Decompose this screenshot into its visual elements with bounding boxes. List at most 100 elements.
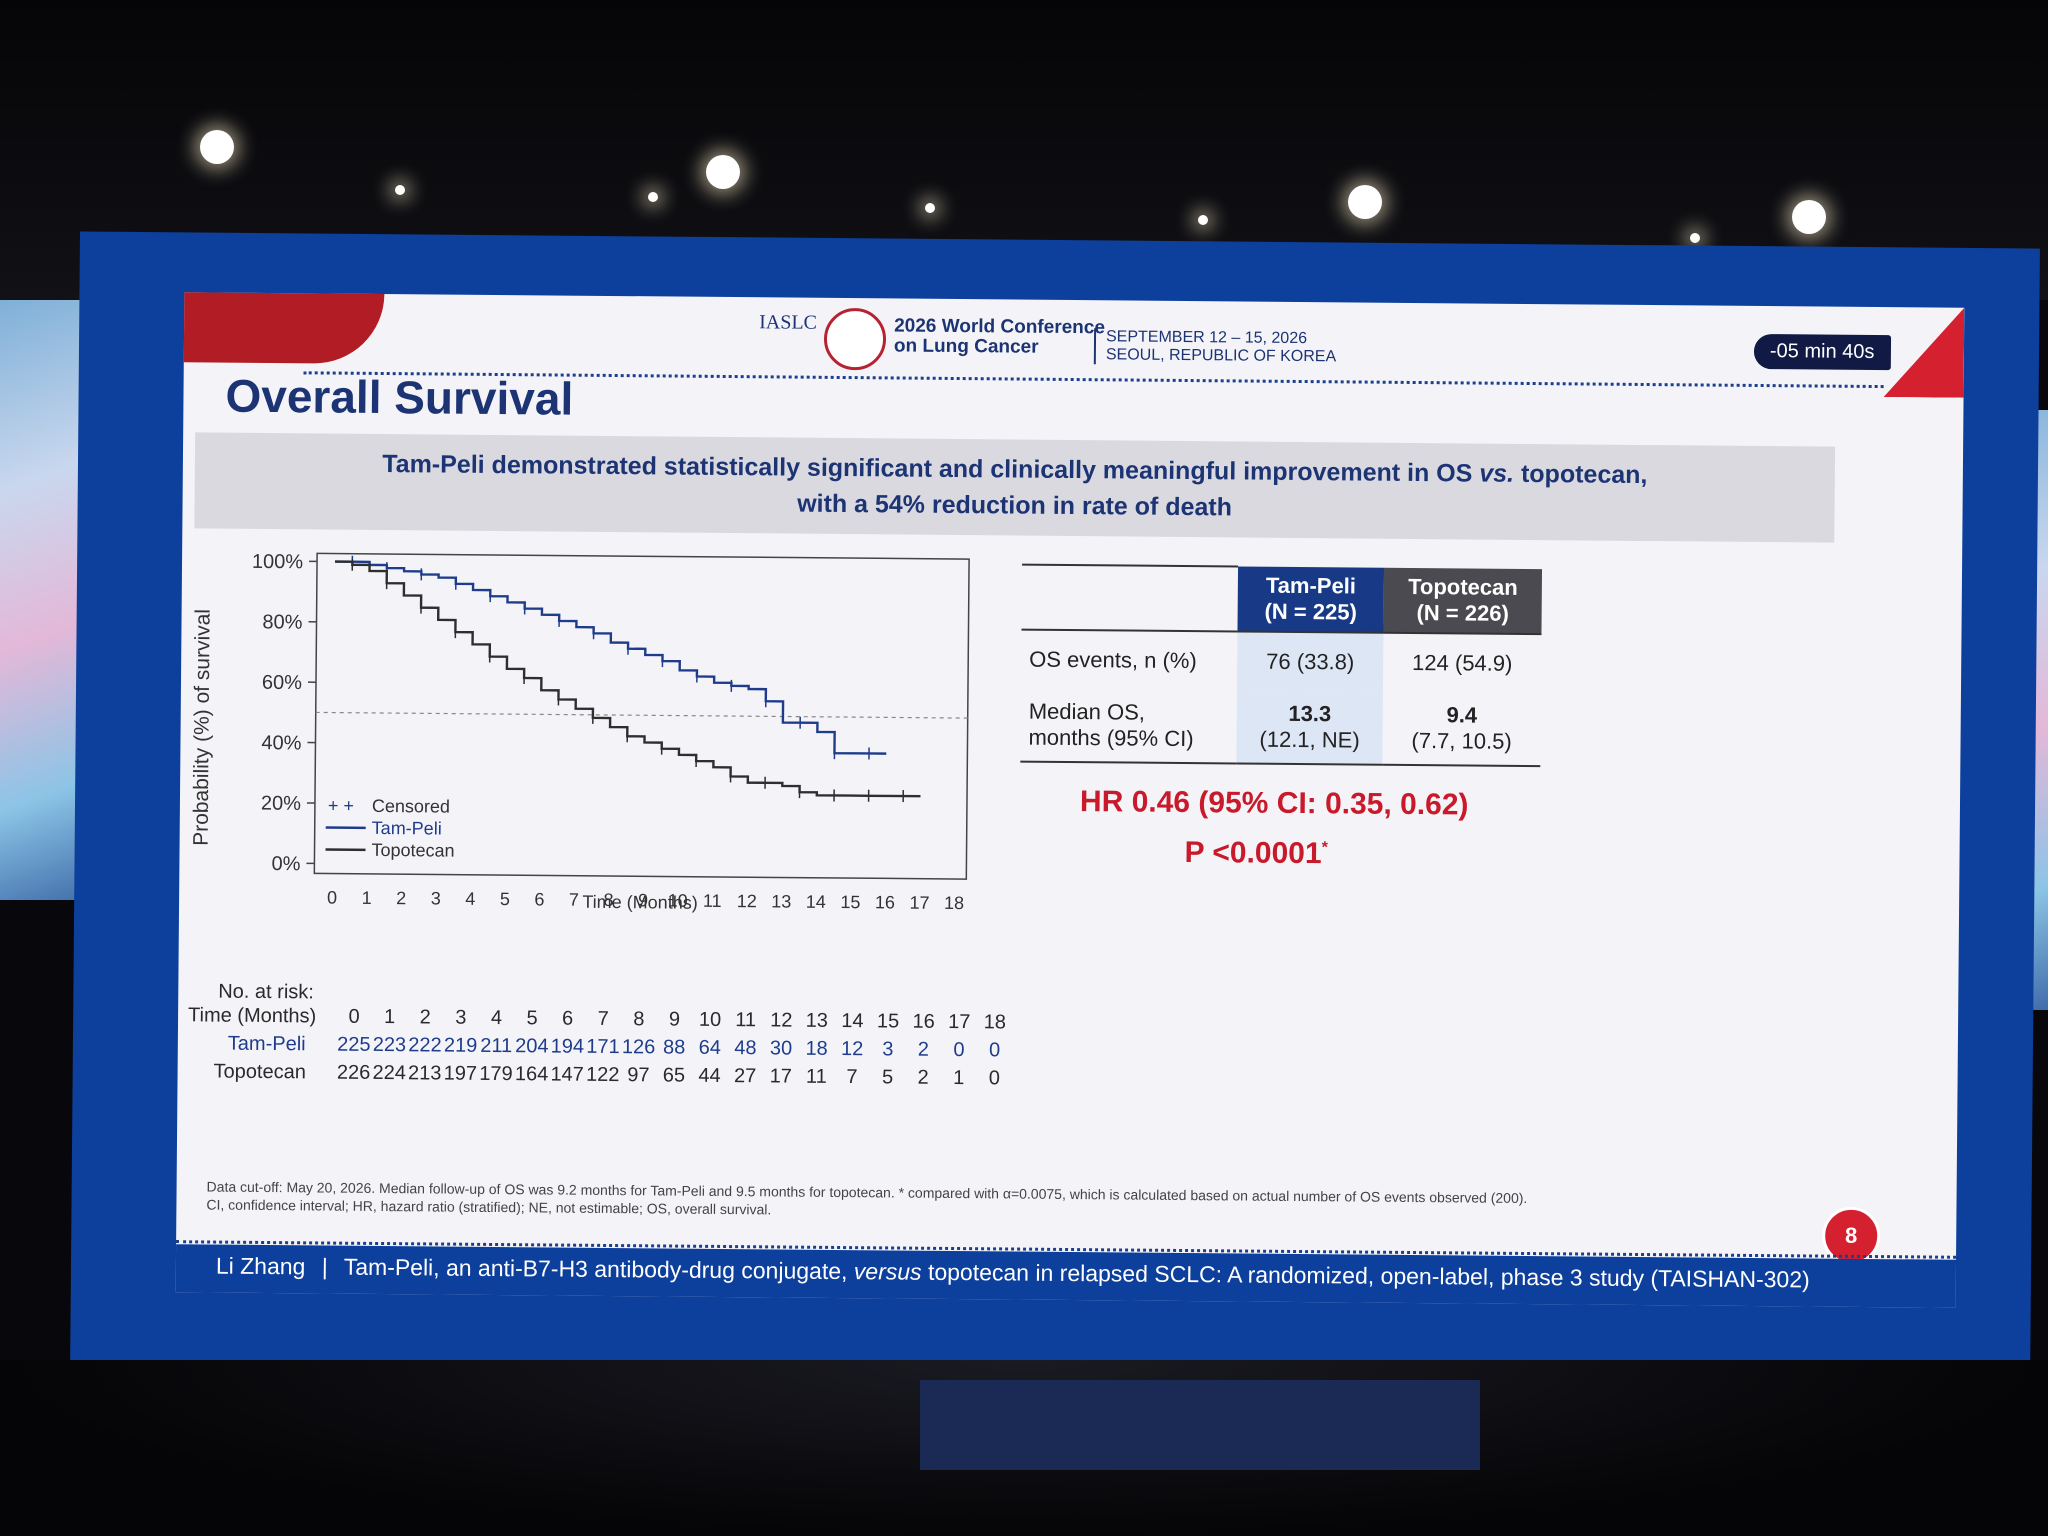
header-decoration: [183, 292, 385, 364]
series-line-topotecan: [335, 560, 921, 798]
risk-topo-cell: 1: [953, 1066, 965, 1090]
risk-topo-cell: 213: [407, 1062, 442, 1085]
risk-tam-cell: 204: [515, 1035, 549, 1058]
risk-topo-cell: 179: [479, 1062, 513, 1086]
page-title: Overall Survival: [225, 369, 574, 425]
legend: + + Censored Tam-Peli Topotecan: [325, 796, 455, 861]
risk-tam-cell: 0: [988, 1039, 1001, 1062]
risk-tam-cell: 2: [917, 1038, 930, 1061]
risk-time-cell: 3: [455, 1006, 467, 1029]
legend-tam-peli: Tam-Peli: [372, 818, 442, 839]
risk-topo-cell: 97: [627, 1064, 650, 1087]
row-os-events-label: OS events, n (%): [1029, 646, 1197, 674]
x-tick-label: 6: [534, 889, 544, 909]
risk-topo-cell: 197: [443, 1062, 478, 1085]
stage-light: [925, 203, 935, 213]
cell-topo-events: 124 (54.9): [1412, 649, 1513, 676]
risk-tam-cell: 88: [662, 1036, 686, 1059]
stage-light: [1348, 185, 1382, 219]
legend-censored: Censored: [372, 796, 450, 817]
y-tick-label: 80%: [262, 611, 302, 633]
row-median-os-label: Median OS, months (95% CI): [1028, 698, 1194, 752]
corner-accent: [1884, 307, 1965, 398]
countdown-timer: -05 min 40s: [1753, 333, 1891, 371]
risk-time-cell: 4: [490, 1006, 503, 1030]
x-tick-label: 4: [465, 889, 475, 909]
banner-text: Tam-Peli demonstrated statistically sign…: [382, 449, 1480, 488]
risk-table-title: No. at risk:: [218, 980, 314, 1004]
risk-tam-cell: 194: [550, 1035, 585, 1058]
risk-tam-cell: 12: [840, 1038, 864, 1061]
risk-time-cell: 5: [526, 1007, 538, 1030]
risk-tam-label: Tam-Peli: [227, 1032, 306, 1056]
x-tick-label: 18: [944, 893, 964, 913]
risk-time-cell: 16: [912, 1010, 935, 1033]
risk-tam-cell: 3: [882, 1038, 894, 1061]
conference-name: 2026 World Conference on Lung Cancer: [893, 315, 1105, 358]
risk-topo-cell: 27: [733, 1065, 757, 1088]
stage-light: [1792, 200, 1826, 234]
risk-tam-cell: 225: [337, 1033, 371, 1056]
x-tick-label: 12: [737, 891, 757, 911]
risk-topo-cell: 44: [698, 1064, 721, 1087]
risk-topo-cell: 17: [769, 1065, 792, 1088]
x-tick-label: 9: [638, 890, 648, 910]
risk-topo-cell: 122: [585, 1063, 620, 1087]
risk-time-cell: 2: [419, 1006, 431, 1029]
risk-topo-cell: 0: [988, 1067, 1001, 1090]
legend-topotecan: Topotecan: [371, 840, 454, 861]
risk-topo-cell: 2: [917, 1066, 929, 1089]
col-topotecan: Topotecan (N = 226): [1383, 567, 1543, 635]
risk-time-cell: 7: [597, 1007, 609, 1030]
x-tick-label: 5: [500, 889, 510, 909]
risk-tam-cell: 48: [734, 1037, 757, 1060]
risk-topo-cell: 147: [550, 1063, 584, 1086]
hazard-ratio: HR 0.46 (95% CI: 0.35, 0.62): [1079, 785, 1469, 822]
risk-tam-cell: 222: [408, 1034, 442, 1057]
stage-light: [648, 192, 658, 202]
conference-seal-icon: [823, 307, 887, 371]
cell-topo-median: 9.4 (7.7, 10.5): [1411, 702, 1512, 754]
risk-tam-cell: 126: [621, 1036, 656, 1059]
date-line-1: SEPTEMBER 12 – 15, 2026: [1105, 328, 1308, 348]
risk-time-cell: 14: [841, 1010, 864, 1033]
x-tick-label: 10: [668, 890, 688, 910]
x-tick-label: 0: [327, 888, 337, 908]
risk-time-cell: 13: [805, 1009, 829, 1032]
x-tick-label: 1: [362, 888, 372, 908]
risk-time-cell: 1: [384, 1006, 396, 1029]
risk-tam-cell: 30: [769, 1037, 793, 1060]
y-axis-label: Probability (%) of survival: [190, 609, 215, 846]
risk-time-cell: 11: [735, 1009, 757, 1032]
risk-tam-cell: 211: [480, 1034, 513, 1058]
col-tam-peli: Tam-Peli (N = 225): [1237, 566, 1385, 633]
y-tick-label: 40%: [261, 732, 301, 754]
risk-topo-cell: 5: [881, 1066, 894, 1089]
risk-time-label: Time (Months): [187, 1004, 317, 1028]
risk-tam-cell: 171: [586, 1035, 620, 1059]
stage-light: [1690, 233, 1700, 243]
conference-line-2: on Lung Cancer: [893, 335, 1039, 358]
risk-topo-cell: 164: [514, 1063, 549, 1086]
x-tick-label: 8: [603, 890, 613, 910]
y-tick-label: 100%: [252, 551, 304, 573]
risk-topo-cell: 226: [336, 1061, 371, 1084]
risk-time-cell: 10: [698, 1008, 722, 1031]
risk-time-cell: 12: [770, 1009, 793, 1032]
footnote: Data cut-off: May 20, 2026. Median follo…: [206, 1178, 1528, 1218]
x-axis-label: Time (Months): [582, 892, 698, 913]
x-tick-label: 14: [806, 892, 826, 912]
risk-time-cell: 17: [948, 1010, 971, 1034]
risk-topo-cell: 11: [805, 1065, 827, 1088]
iaslc-logo: IASLC: [759, 311, 818, 334]
risk-topo-label: Topotecan: [213, 1060, 306, 1084]
stage-light: [1198, 215, 1208, 225]
x-tick-label: 2: [396, 888, 406, 908]
svg-text:+ +: + +: [328, 796, 354, 816]
footer-speaker: Li Zhang: [215, 1252, 306, 1280]
presentation-slide: IASLC 2026 World Conference on Lung Canc…: [175, 292, 1965, 1308]
risk-topo-cell: 7: [846, 1066, 858, 1089]
y-tick-label: 60%: [262, 672, 302, 694]
y-tick-label: 20%: [261, 793, 301, 815]
speaker-desk: [920, 1380, 1480, 1470]
